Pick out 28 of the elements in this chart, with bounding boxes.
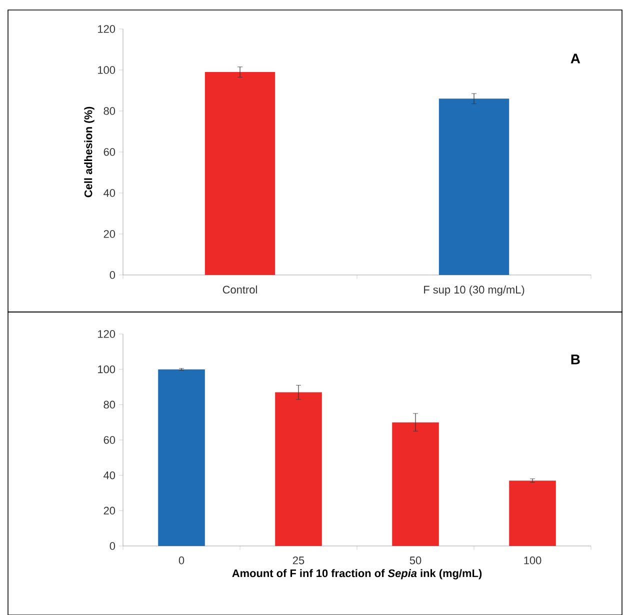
y-tick-label: 80	[104, 107, 116, 115]
y-tick-label: 60	[104, 436, 116, 444]
bar	[275, 392, 322, 546]
y-tick-label: 20	[104, 230, 116, 238]
x-axis-title: Amount of F inf 10 fraction of Sepia ink (mg/mL)	[232, 569, 482, 580]
x-tick-label: 50	[410, 556, 422, 564]
y-tick-label: 40	[104, 189, 116, 197]
y-tick-label: 80	[104, 400, 116, 409]
y-tick-label: 0	[110, 542, 116, 550]
x-tick-label: F sup 10 (30 mg/mL)	[424, 286, 524, 296]
x-tick-label: Control	[222, 286, 257, 294]
bar	[509, 480, 556, 546]
bar	[392, 422, 439, 546]
x-tick-label: 25	[292, 556, 304, 564]
y-tick-label: 100	[98, 365, 116, 374]
y-tick-label: 120	[98, 330, 116, 338]
y-tick-label: 40	[104, 471, 116, 480]
text: B	[571, 354, 580, 364]
text: A	[570, 54, 580, 64]
y-axis-title: Cell adhesion (%)	[84, 106, 94, 198]
x-tick-label: 0	[178, 556, 184, 564]
y-tick-label: 100	[98, 66, 116, 74]
bar	[158, 369, 205, 546]
x-tick-label: 100	[524, 556, 542, 564]
y-tick-label: 60	[104, 148, 116, 156]
y-tick-label: 0	[110, 271, 116, 279]
y-tick-label: 20	[104, 506, 116, 515]
y-tick-label: 120	[98, 25, 116, 33]
